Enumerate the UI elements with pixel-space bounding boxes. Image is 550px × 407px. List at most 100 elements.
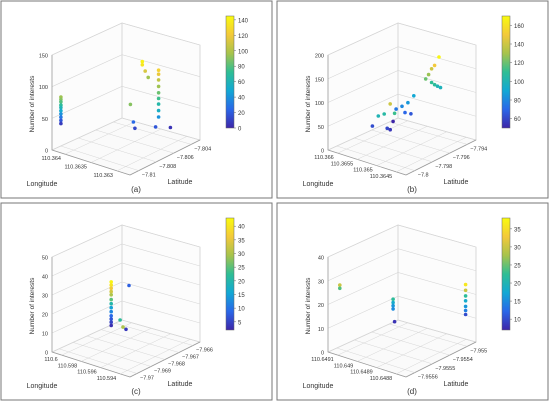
z-tick-label: 50 (318, 125, 324, 131)
scatter-point (140, 63, 145, 67)
y-tick-label: −7.9556 (418, 375, 438, 381)
scatter-point (437, 55, 441, 59)
scatter-point (463, 308, 468, 313)
x-grid-line (376, 333, 447, 368)
scatter-point (156, 108, 161, 113)
y-axis-label: Latitude (168, 179, 193, 186)
y-tick-label: −7.794 (470, 146, 487, 152)
y-axis-label: Latitude (444, 179, 469, 186)
scatter-point (146, 75, 150, 80)
scatter-point (392, 111, 397, 116)
x-axis-label: Longitude (303, 383, 334, 390)
y-grid-line (72, 342, 152, 367)
scatter-point (432, 63, 437, 68)
x-tick-label: 110.6489 (350, 370, 373, 376)
y-grid-line (336, 347, 415, 373)
z-axis-label: Number of interests (305, 277, 312, 334)
scatter-point (391, 119, 395, 124)
scatter-point (403, 110, 407, 115)
y-grid-line (114, 322, 194, 346)
z-tick-label: 50 (42, 117, 48, 123)
y-tick-label: −7.8 (418, 173, 429, 179)
x-tick-label: 110.3635 (64, 165, 87, 171)
y-axis-line (405, 139, 477, 176)
scatter-point (156, 91, 161, 95)
x-grid-line (357, 126, 428, 160)
x-tick-label: 110.6488 (370, 376, 393, 382)
scatter-point (133, 126, 137, 131)
z-tick-label: 150 (315, 77, 324, 83)
scatter-point (59, 108, 63, 113)
scatter-point (156, 72, 161, 76)
colorbar-tick-label: 10 (514, 318, 521, 324)
scatter-point (406, 100, 410, 105)
y-tick-label: −7.967 (182, 355, 199, 361)
scatter-point (463, 299, 468, 303)
scatter-point (153, 125, 158, 129)
scatter-point (376, 114, 381, 118)
x-tick-label: 110.3655 (331, 161, 354, 167)
x-tick-label: 110.365 (353, 168, 372, 174)
colorbar-tick-label: 20 (514, 282, 521, 288)
scatter-point (435, 84, 440, 88)
colorbar-tick-label: 20 (238, 279, 245, 285)
y-tick-label: −7.97 (140, 376, 154, 382)
scatter-point (429, 67, 434, 71)
scatter-point (109, 293, 113, 297)
z-tick-label: 20 (42, 313, 48, 319)
scatter-point (59, 100, 63, 104)
z-axis-label: Number of interests (29, 75, 36, 132)
scatter-point (338, 283, 342, 287)
z-axis-label: Number of interests (29, 277, 36, 334)
y-grid-line (95, 129, 174, 154)
x-axis-line (327, 149, 407, 176)
scatter-point (59, 118, 63, 123)
x-axis-label: Longitude (27, 383, 58, 390)
x-axis-line (51, 351, 131, 378)
x-grid-line (90, 128, 162, 163)
scatter-point (370, 124, 375, 128)
scatter-point (124, 327, 128, 332)
scatter-point (156, 78, 161, 82)
x-tick-label: 110.6 (44, 357, 57, 363)
panel-label: (c) (131, 387, 141, 396)
y-tick-label: −7.808 (159, 164, 176, 170)
y-grid-line (336, 145, 415, 171)
y-tick-label: −7.81 (142, 173, 156, 179)
scatter-point (156, 102, 161, 106)
scatter-point (423, 77, 428, 81)
colorbar-tick-label: 80 (514, 99, 521, 105)
z-tick-label: 0 (45, 149, 48, 155)
scatter-point (59, 121, 63, 126)
scatter-point (131, 120, 136, 124)
panel-label: (b) (407, 185, 417, 194)
z-tick-label: 0 (45, 351, 48, 357)
colorbar (501, 217, 511, 331)
z-tick-label: 30 (318, 279, 324, 285)
scatter-point (118, 318, 122, 322)
scatter-point (391, 297, 395, 301)
z-tick-label: 20 (318, 303, 324, 309)
x-tick-label: 110.364 (42, 156, 61, 162)
z-tick-label: 10 (318, 327, 324, 333)
y-tick-label: −7.804 (194, 146, 211, 152)
scatter-point (432, 82, 437, 87)
x-grid-line (337, 120, 408, 154)
z-axis-label: Number of interests (305, 75, 312, 132)
scatter-point (109, 280, 113, 284)
scatter-point (388, 102, 392, 106)
colorbar (225, 15, 235, 129)
y-grid-line (78, 137, 157, 163)
scatter-point (394, 107, 398, 111)
colorbar-tick-label: 100 (514, 80, 525, 86)
z-tick-label: 40 (318, 256, 324, 262)
colorbar-tick-label: 40 (238, 96, 245, 102)
scatter-point (109, 301, 113, 306)
y-grid-line (86, 335, 166, 360)
scatter-point (59, 115, 63, 119)
y-tick-label: −7.796 (453, 155, 470, 161)
x-grid-line (357, 328, 428, 362)
